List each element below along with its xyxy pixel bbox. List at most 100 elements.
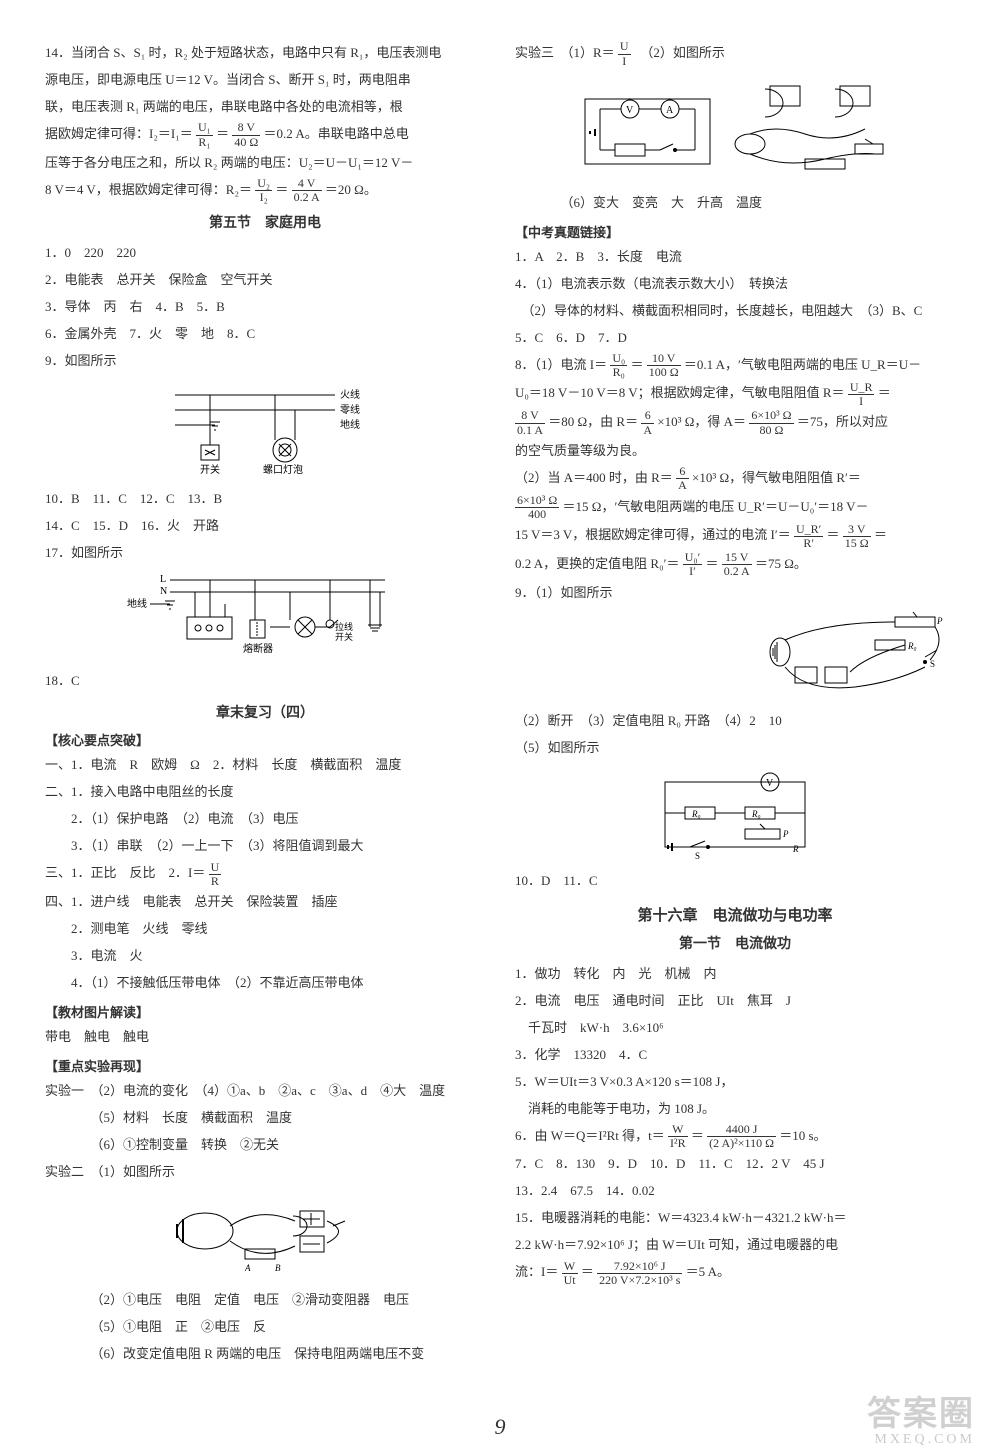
frac-6-a2: 6A xyxy=(676,465,689,492)
q8-2a: U₀＝18 V－10 V＝8 V；根据欧姆定律，气敏电阻阻值 R＝ xyxy=(515,385,845,400)
zk-2: 4．（1）电流表示数（电流表示数大小） 转换法 xyxy=(515,271,955,297)
svg-text:S: S xyxy=(695,851,700,861)
frac-10v-100ohm: 10 V100 Ω xyxy=(647,352,681,379)
frac-w-i2r: WI²R xyxy=(668,1123,688,1150)
label-ground: 地线 xyxy=(340,418,360,431)
right-column: 实验三 （1）R＝ UI （2）如图所示 V A xyxy=(515,40,955,1410)
s1-7: 6．由 W＝Q＝I²Rt 得，t＝ WI²R ＝ 4400 J(2 A)²×11… xyxy=(515,1123,955,1151)
label-bulb: 螺口灯泡 xyxy=(263,463,303,476)
img-line: 带电 触电 触电 xyxy=(45,1024,485,1050)
s1-6: 消耗的电能等于电功，为 108 J。 xyxy=(515,1096,955,1122)
core-9: 4．（1）不接触低压带电体 （2）不靠近高压带电体 xyxy=(45,970,485,996)
frac-u-i: UI xyxy=(618,40,631,67)
core-5-text: 三、1．正比 反比 2．I＝ xyxy=(45,865,205,880)
frac-ur-r: U_R′R′ xyxy=(794,523,823,550)
exp-heading: 【重点实验再现】 xyxy=(45,1056,485,1075)
q8-5a: （2）当 A＝400 时，由 R＝ xyxy=(515,470,673,485)
exp1-3: （6）①控制变量 转换 ②无关 xyxy=(45,1132,485,1158)
s1-11: 2.2 kW·h＝7.92×10⁶ J；由 W＝UIt 可知，通过电暖器的电 xyxy=(515,1232,955,1258)
page-number: 9 xyxy=(495,1414,506,1440)
exp3-1a: 实验三 （1）R＝ xyxy=(515,45,615,60)
s5b-2: 14．C 15．D 16．火 开路 xyxy=(45,513,485,539)
svg-text:拉线: 拉线 xyxy=(335,621,353,632)
diagram-q9-household: 火线 零线 地线 开关 螺口灯泡 xyxy=(45,380,485,480)
q8-7a: 15 V＝3 V，根据欧姆定律可得，通过的电流 I′＝ xyxy=(515,527,791,542)
s1-3: 千瓦时 kW·h 3.6×10⁶ xyxy=(515,1015,955,1041)
s5-1: 1．0 220 220 xyxy=(45,240,485,266)
q14-line3: 联，电压表测 R₁ 两端的电压，串联电路中各处的电流相等，根 xyxy=(45,94,485,120)
q14-l6b: ＝ xyxy=(275,182,288,197)
svg-text:A: A xyxy=(666,105,674,116)
s5b-3: 17．如图所示 xyxy=(45,540,485,566)
s1-12c: ＝5 A。 xyxy=(686,1264,730,1279)
frac-w-ut: WUt xyxy=(562,1260,578,1287)
frac-792: 7.92×10⁶ J220 V×7.2×10³ s xyxy=(597,1260,682,1287)
q8-5: （2）当 A＝400 时，由 R＝ 6A ×10³ Ω，得气敏电阻阻值 R′＝ xyxy=(515,465,955,493)
exp2-3: （5）①电阻 正 ②电压 反 xyxy=(45,1314,485,1340)
img-heading: 【教材图片解读】 xyxy=(45,1002,485,1021)
q9-2: （2）断开 （3）定值电阻 R₀ 开路 （4）2 10 xyxy=(515,708,955,734)
frac-6000-80: 6×10³ Ω80 Ω xyxy=(749,409,793,436)
svg-text:S: S xyxy=(930,659,935,669)
diagram-q9-circuit: P R₀ S xyxy=(515,612,955,702)
zk-heading: 【中考真题链接】 xyxy=(515,222,955,241)
q8-1: 8．（1）电流 I＝ U₀R₀ ＝ 10 V100 Ω ＝0.1 A，′气敏电阻… xyxy=(515,352,955,380)
q9-3: （5）如图所示 xyxy=(515,735,955,761)
q14-line5: 压等于各分电压之和，所以 R₂ 两端的电压：U₂＝U－U₁＝12 V－ xyxy=(45,150,485,176)
core-3: 2．（1）保护电路 （2）电流 （3）电压 xyxy=(45,806,485,832)
s1-10: 15．电暖器消耗的电能：W＝4323.4 kW·h－4321.2 kW·h＝ xyxy=(515,1205,955,1231)
q8-3d: ＝75，所以对应 xyxy=(797,414,888,429)
s1-4: 3．化学 13320 4．C xyxy=(515,1042,955,1068)
svg-text:P: P xyxy=(782,829,789,839)
frac-8v-01a: 8 V0.1 A xyxy=(515,409,545,436)
frac-4400j: 4400 J(2 A)²×110 Ω xyxy=(707,1123,776,1150)
q8-4: 的空气质量等级为良。 xyxy=(515,438,955,464)
core-8: 3．电流 火 xyxy=(45,943,485,969)
review-title: 章末复习（四） xyxy=(45,702,485,722)
q8-1b: ＝ xyxy=(630,357,643,372)
label-switch: 开关 xyxy=(200,463,220,476)
s1-7b: ＝ xyxy=(691,1128,704,1143)
frac-8v-40ohm: 8 V40 Ω xyxy=(232,121,260,148)
frac-4v-02a: 4 V0.2 A xyxy=(292,177,322,204)
svg-text:A: A xyxy=(244,1263,251,1273)
exp2-1: 实验二 （1）如图所示 xyxy=(45,1159,485,1185)
q8-8a: 0.2 A，更换的定值电阻 R₀′＝ xyxy=(515,556,679,571)
s1-1: 1．做功 转化 内 光 机械 内 xyxy=(515,961,955,987)
q9-1: 9．（1）如图所示 xyxy=(515,580,955,606)
frac-15v-02a: 15 V0.2 A xyxy=(722,551,752,578)
svg-text:V: V xyxy=(626,105,634,116)
frac-u2-i2: U₂I₂ xyxy=(255,177,272,204)
q8-7c: ＝ xyxy=(874,527,887,542)
core-heading: 【核心要点突破】 xyxy=(45,730,485,749)
frac-6000-400: 6×10³ Ω400 xyxy=(515,494,559,521)
zk-3: （2）导体的材料、横截面积相同时，长度越长，电阻越大 （3）B、C xyxy=(515,298,955,324)
core-2: 二、1．接入电路中电阻丝的长度 xyxy=(45,779,485,805)
section1-title: 第一节 电流做功 xyxy=(515,933,955,953)
q8-2: U₀＝18 V－10 V＝8 V；根据欧姆定律，气敏电阻阻值 R＝ U_RI ＝ xyxy=(515,380,955,408)
q8-5b: ×10³ Ω，得气敏电阻阻值 R′＝ xyxy=(692,470,861,485)
diagram-q17-circuit: L N 地线 熔断器 拉线开关 xyxy=(45,572,485,662)
s1-12: 流：I＝ WUt ＝ 7.92×10⁶ J220 V×7.2×10³ s ＝5 … xyxy=(515,1259,955,1287)
exp3-2: （6）变大 变亮 大 升高 温度 xyxy=(515,190,955,216)
q8-2b: ＝ xyxy=(878,385,891,400)
s1-12b: ＝ xyxy=(581,1264,594,1279)
core-6: 四、1．进户线 电能表 总开关 保险装置 插座 xyxy=(45,889,485,915)
svg-text:地线: 地线 xyxy=(127,597,147,610)
frac-ur-i: U_RI xyxy=(848,381,875,408)
frac-u1-r1: U₁R₁ xyxy=(196,121,213,148)
q8-8: 0.2 A，更换的定值电阻 R₀′＝ U₀′I′ ＝ 15 V0.2 A ＝75… xyxy=(515,551,955,579)
s1-2: 2．电流 电压 通电时间 正比 UIt 焦耳 J xyxy=(515,988,955,1014)
q14-l4b: ＝ xyxy=(216,126,229,141)
q14-l6a: 8 V＝4 V，根据欧姆定律可得：R₂＝ xyxy=(45,182,252,197)
q8-8b: ＝ xyxy=(705,556,718,571)
diagram-exp3-circuit: V A xyxy=(515,74,955,184)
q14-l4a: 据欧姆定律可得：I₂＝I₁＝ xyxy=(45,126,193,141)
frac-u-r: UR xyxy=(209,861,222,888)
q14-l4c: ＝0.2 A。串联电路中总电 xyxy=(264,126,409,141)
s1-12a: 流：I＝ xyxy=(515,1264,558,1279)
q8-3c: ×10³ Ω，得 A＝ xyxy=(657,414,746,429)
q14-line4: 据欧姆定律可得：I₂＝I₁＝ U₁R₁ ＝ 8 V40 Ω ＝0.2 A。串联电… xyxy=(45,121,485,149)
s5-4: 6．金属外壳 7．火 零 地 8．C xyxy=(45,321,485,347)
diagram-q9b-circuit: V R₀ R₀ P R S xyxy=(515,767,955,862)
